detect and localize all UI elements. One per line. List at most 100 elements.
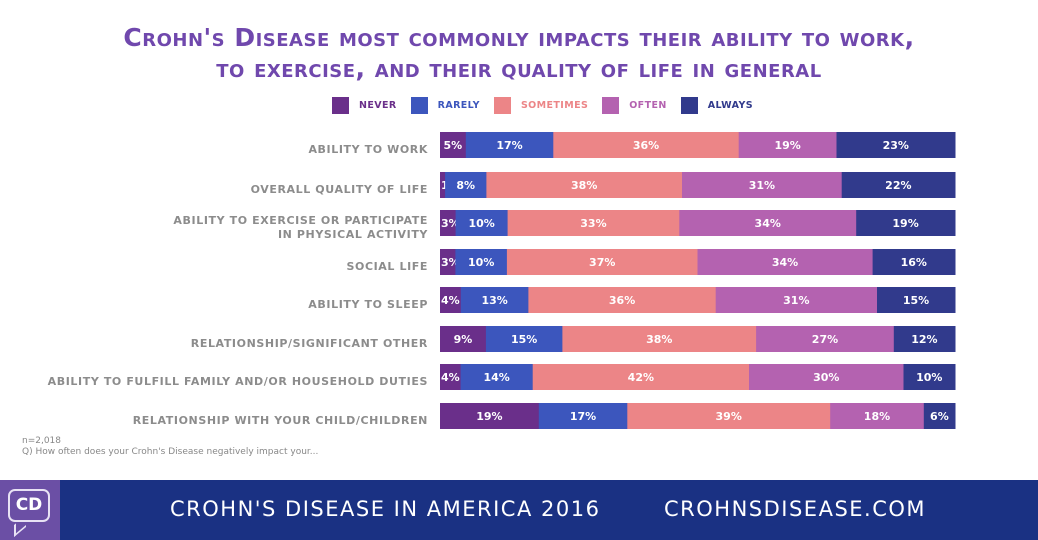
legend-label-often: OFTEN (629, 100, 667, 111)
row-label-line: ABILITY TO EXERCISE OR PARTICIPATE (173, 214, 428, 227)
bar-segment-always (856, 210, 956, 236)
bar-segment-rarely (455, 249, 508, 275)
row-label: RELATIONSHIP/SIGNIFICANT OTHER (191, 337, 428, 351)
data-label: 10% (916, 371, 942, 384)
data-label: 17% (496, 139, 522, 152)
bar-segment-always (836, 132, 956, 158)
bar-row: 1%8%38%31%22% (440, 172, 956, 198)
data-label: 34% (772, 256, 798, 269)
bar-segment-sometimes (532, 364, 750, 390)
data-label: 42% (628, 371, 654, 384)
bar-segment-often (756, 326, 895, 352)
legend-item-sometimes: SOMETIMES (493, 97, 588, 114)
data-label: 36% (633, 139, 659, 152)
bar-segment-never (440, 172, 446, 198)
data-label: 4% (441, 371, 460, 384)
legend-swatch-often (602, 97, 620, 114)
data-label: 13% (481, 294, 507, 307)
bar-row: 3% 10% 37% 34% 16% (440, 249, 956, 275)
row-label: ABILITY TO SLEEP (308, 298, 428, 312)
legend-label-never: NEVER (359, 100, 397, 111)
bar-segment-rarely (485, 326, 563, 352)
bar-segment-sometimes (627, 403, 831, 429)
report-title: CROHN'S DISEASE IN AMERICA 2016 (170, 497, 601, 521)
bar-segment-never (440, 326, 487, 352)
logo[interactable]: CD (0, 480, 60, 540)
row-label: ABILITY TO EXERCISE OR PARTICIPATE IN PHY… (173, 214, 428, 242)
bar-segment-often (697, 249, 874, 275)
footer-banner: CD CROHN'S DISEASE IN AMERICA 2016 CROHN… (0, 480, 1038, 540)
row-label-line: ABILITY TO FULFILL FAMILY AND/OR HOUSEHO… (47, 375, 428, 388)
bar-segment-always (877, 287, 956, 313)
data-label: 15% (903, 294, 929, 307)
bar-row: 3% 10% 33% 34% 19% (440, 210, 956, 236)
bar-segment-always (872, 249, 956, 275)
row-label-line: ABILITY TO WORK (308, 143, 428, 156)
legend: NEVER RARELY SOMETIMES OFTEN ALWAYS (332, 97, 767, 114)
data-label: 5% (444, 139, 463, 152)
bar-segment-never (440, 132, 467, 158)
data-label: 14% (483, 371, 509, 384)
logo-text: CD (8, 489, 50, 522)
bar-segment-rarely (460, 287, 529, 313)
bar-segment-sometimes (486, 172, 683, 198)
data-label: 22% (885, 179, 911, 192)
bar-segment-never (440, 249, 456, 275)
data-label: 19% (892, 217, 918, 230)
data-label: 4% (441, 294, 460, 307)
bar-segment-often (682, 172, 843, 198)
bar-segment-often (715, 287, 878, 313)
data-label: 16% (901, 256, 927, 269)
bar-segment-sometimes (507, 210, 680, 236)
legend-item-rarely: RARELY (410, 97, 480, 114)
data-label: 19% (774, 139, 800, 152)
data-label: 27% (812, 333, 838, 346)
row-label-line: OVERALL QUALITY OF LIFE (250, 183, 428, 196)
legend-item-never: NEVER (332, 97, 397, 114)
bar-segment-rarely (538, 403, 628, 429)
bar-segment-never (440, 403, 540, 429)
row-label-line: RELATIONSHIP WITH YOUR CHILD/CHILDREN (132, 414, 428, 427)
row-label-line: IN PHYSICAL ACTIVITY (277, 228, 428, 241)
row-label: OVERALL QUALITY OF LIFE (251, 183, 428, 197)
bar-segment-sometimes (553, 132, 740, 158)
data-label: 30% (813, 371, 839, 384)
bar-row: 9% 15% 38% 27% 12% (440, 326, 956, 352)
title-line-1: Crohn's Disease most commonly impacts th… (123, 23, 915, 52)
legend-label-rarely: RARELY (437, 100, 480, 111)
data-label: 23% (883, 139, 909, 152)
bar-segment-often (679, 210, 857, 236)
legend-swatch-always (680, 97, 698, 114)
bar-segment-never (440, 210, 457, 236)
bar-segment-rarely (465, 132, 554, 158)
row-label: ABILITY TO FULFILL FAMILY AND/OR HOUSEHO… (48, 375, 428, 389)
data-label: 9% (454, 333, 473, 346)
legend-item-always: ALWAYS (680, 97, 753, 114)
stacked-bar-chart: 5%17%36%19%23%1%8%38%31%22%3%10%33%34%19… (440, 132, 956, 429)
data-label: 3% (441, 217, 460, 230)
chart-title: Crohn's Disease most commonly impacts th… (0, 22, 1038, 84)
data-label: 39% (716, 410, 742, 423)
data-label: 37% (589, 256, 615, 269)
data-label: 38% (646, 333, 672, 346)
data-label: 10% (468, 217, 494, 230)
bar-segment-rarely (445, 172, 487, 198)
data-label: 6% (930, 410, 949, 423)
data-label: 12% (911, 333, 937, 346)
row-label: ABILITY TO WORK (308, 143, 428, 157)
bar-segment-often (749, 364, 904, 390)
bar-segment-always (923, 403, 956, 429)
site-link[interactable]: CROHNSDISEASE.COM (664, 497, 927, 521)
row-label: SOCIAL LIFE (346, 260, 428, 274)
bar-segment-rarely (460, 364, 534, 390)
data-label: 17% (570, 410, 596, 423)
row-label: RELATIONSHIP WITH YOUR CHILD/CHILDREN (133, 414, 428, 428)
legend-swatch-sometimes (493, 97, 511, 114)
data-label: 34% (755, 217, 781, 230)
title-line-2: to exercise, and their quality of life i… (216, 54, 822, 83)
data-label: 15% (511, 333, 537, 346)
row-label-line: ABILITY TO SLEEP (308, 298, 428, 311)
row-label-line: RELATIONSHIP/SIGNIFICANT OTHER (190, 337, 428, 350)
data-label: 8% (456, 179, 475, 192)
data-label: 36% (609, 294, 635, 307)
